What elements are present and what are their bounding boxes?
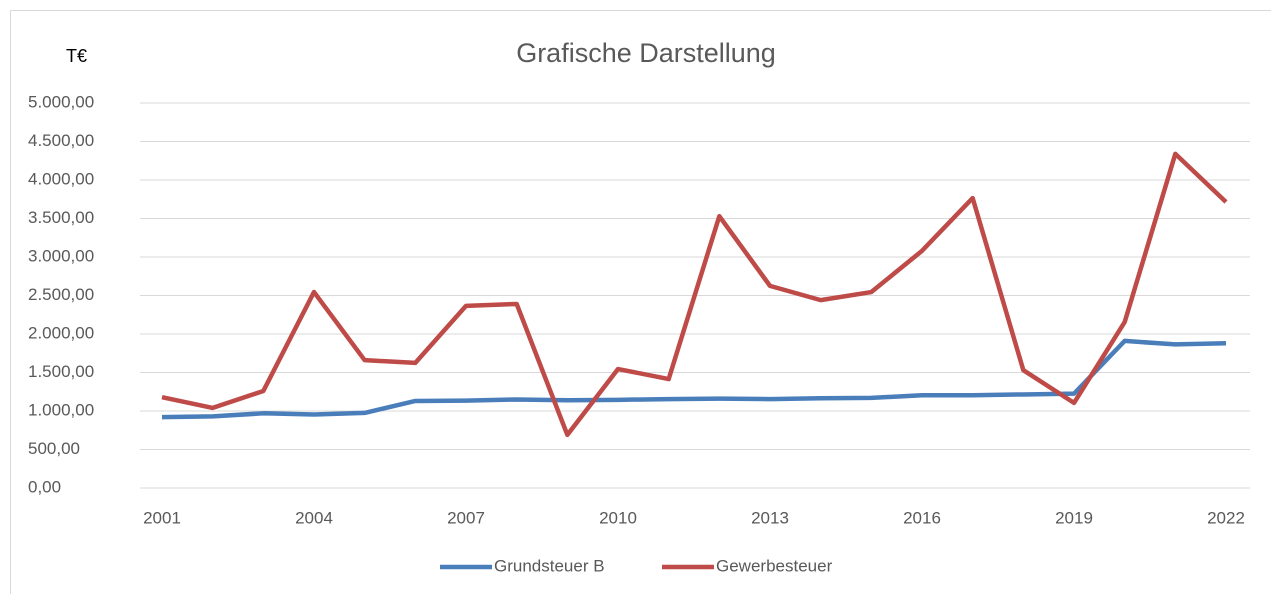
x-tick-label: 2004 [295, 508, 333, 527]
y-tick-label: 3.000,00 [28, 246, 94, 265]
y-tick-label: 5.000,00 [28, 92, 94, 111]
x-tick-label: 2019 [1055, 508, 1093, 527]
y-tick-label: 4.000,00 [28, 169, 94, 188]
y-tick-label: 1.500,00 [28, 362, 94, 381]
x-tick-label: 2001 [143, 508, 181, 527]
x-tick-label: 2022 [1207, 508, 1245, 527]
x-tick-label: 2007 [447, 508, 485, 527]
legend-label: Grundsteuer B [494, 556, 605, 575]
chart-title: Grafische Darstellung [516, 38, 776, 68]
x-tick-label: 2013 [751, 508, 789, 527]
y-tick-label: 3.500,00 [28, 208, 94, 227]
y-tick-label: 0,00 [28, 477, 61, 496]
y-tick-label: 1.000,00 [28, 400, 94, 419]
y-tick-label: 2.000,00 [28, 323, 94, 342]
chart-frame [11, 11, 1271, 595]
y-tick-label: 500,00 [28, 439, 80, 458]
legend-label: Gewerbesteuer [716, 556, 833, 575]
y-tick-label: 4.500,00 [28, 131, 94, 150]
x-tick-label: 2010 [599, 508, 637, 527]
x-tick-label: 2016 [903, 508, 941, 527]
y-tick-label: 2.500,00 [28, 285, 94, 304]
y-axis-title: T€ [66, 46, 87, 66]
